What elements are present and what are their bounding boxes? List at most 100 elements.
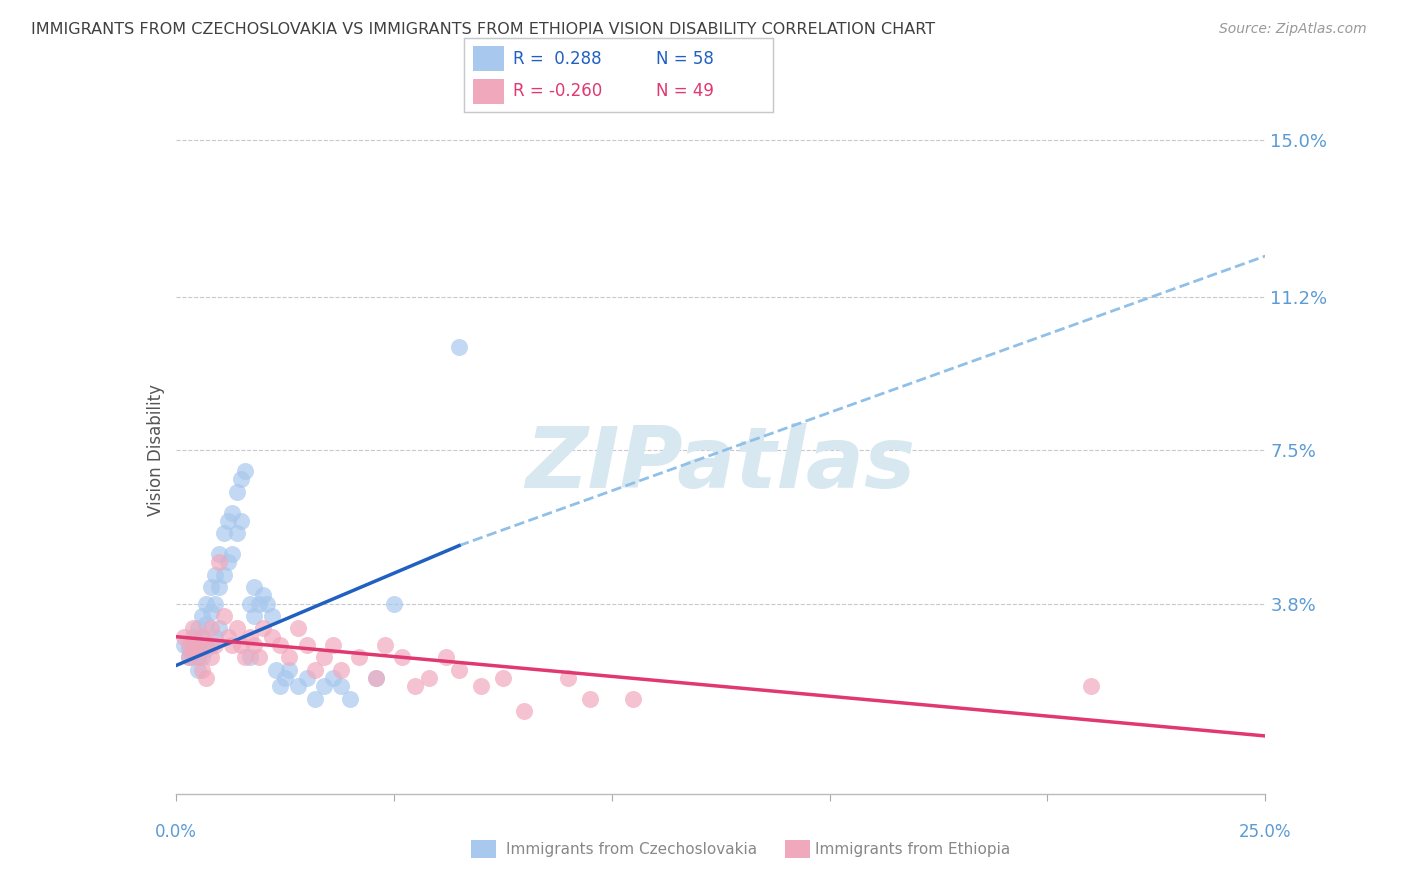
Point [221, 547, 243, 561]
Point [177, 650, 200, 665]
Point [269, 679, 291, 693]
Point [221, 506, 243, 520]
Point [434, 650, 457, 665]
Point [191, 630, 214, 644]
Point [181, 630, 204, 644]
Point [181, 621, 204, 635]
Point [200, 638, 222, 652]
Point [391, 650, 413, 665]
Point [382, 597, 405, 611]
Point [252, 621, 274, 635]
Point [295, 638, 318, 652]
Point [212, 526, 235, 541]
Point [225, 526, 247, 541]
Text: 25.0%: 25.0% [1239, 822, 1292, 841]
Point [195, 597, 218, 611]
Point [212, 567, 235, 582]
Point [304, 663, 326, 677]
Point [322, 638, 344, 652]
Point [208, 580, 231, 594]
Point [208, 621, 231, 635]
Point [231, 472, 253, 486]
Point [243, 580, 266, 594]
Text: N = 49: N = 49 [655, 82, 714, 100]
Point [191, 663, 214, 677]
Point [243, 638, 266, 652]
Point [239, 597, 262, 611]
Point [195, 617, 218, 632]
Point [195, 638, 218, 652]
Point [269, 638, 291, 652]
Point [405, 679, 427, 693]
Point [186, 638, 209, 652]
Text: 0.0%: 0.0% [155, 822, 197, 841]
Text: R = -0.260: R = -0.260 [513, 82, 603, 100]
Point [181, 642, 204, 657]
Bar [474, 45, 505, 71]
Text: N = 58: N = 58 [655, 50, 714, 68]
Point [621, 691, 644, 706]
Point [239, 650, 262, 665]
Point [287, 679, 309, 693]
Point [322, 671, 344, 685]
Point [287, 621, 309, 635]
Point [339, 691, 361, 706]
Point [235, 650, 257, 665]
Point [312, 679, 335, 693]
Point [260, 609, 283, 624]
Text: IMMIGRANTS FROM CZECHOSLOVAKIA VS IMMIGRANTS FROM ETHIOPIA VISION DISABILITY COR: IMMIGRANTS FROM CZECHOSLOVAKIA VS IMMIGR… [31, 22, 935, 37]
Point [274, 671, 297, 685]
Point [247, 597, 270, 611]
Point [579, 691, 602, 706]
Point [204, 630, 226, 644]
Point [418, 671, 440, 685]
Point [186, 650, 209, 665]
Point [374, 638, 396, 652]
Text: Source: ZipAtlas.com: Source: ZipAtlas.com [1219, 22, 1367, 37]
Point [200, 580, 222, 594]
Point [260, 630, 283, 644]
Point [177, 638, 200, 652]
Point [177, 650, 200, 665]
Y-axis label: Vision Disability: Vision Disability [146, 384, 165, 516]
Point [173, 638, 195, 652]
Point [312, 650, 335, 665]
Point [217, 555, 239, 569]
Point [177, 642, 200, 657]
Point [195, 642, 218, 657]
Text: Immigrants from Czechoslovakia: Immigrants from Czechoslovakia [506, 842, 758, 856]
Point [235, 464, 257, 478]
Point [278, 650, 301, 665]
Point [330, 679, 353, 693]
Point [195, 671, 218, 685]
Point [225, 484, 247, 499]
Point [256, 597, 278, 611]
Point [557, 671, 579, 685]
Point [173, 630, 195, 644]
Point [204, 638, 226, 652]
Point [513, 704, 536, 718]
Point [186, 621, 209, 635]
Point [181, 638, 204, 652]
Point [243, 609, 266, 624]
Point [347, 650, 370, 665]
Point [278, 663, 301, 677]
Point [191, 630, 214, 644]
Point [239, 630, 262, 644]
Point [447, 340, 470, 354]
Point [366, 671, 388, 685]
Point [447, 663, 470, 677]
Point [204, 567, 226, 582]
Point [208, 547, 231, 561]
Point [204, 597, 226, 611]
Text: ZIPatlas: ZIPatlas [526, 423, 915, 506]
Point [1080, 679, 1102, 693]
Point [191, 609, 214, 624]
Point [247, 650, 270, 665]
Point [217, 514, 239, 528]
Point [186, 642, 209, 657]
Point [231, 638, 253, 652]
Text: Immigrants from Ethiopia: Immigrants from Ethiopia [815, 842, 1011, 856]
Point [181, 650, 204, 665]
Point [191, 650, 214, 665]
